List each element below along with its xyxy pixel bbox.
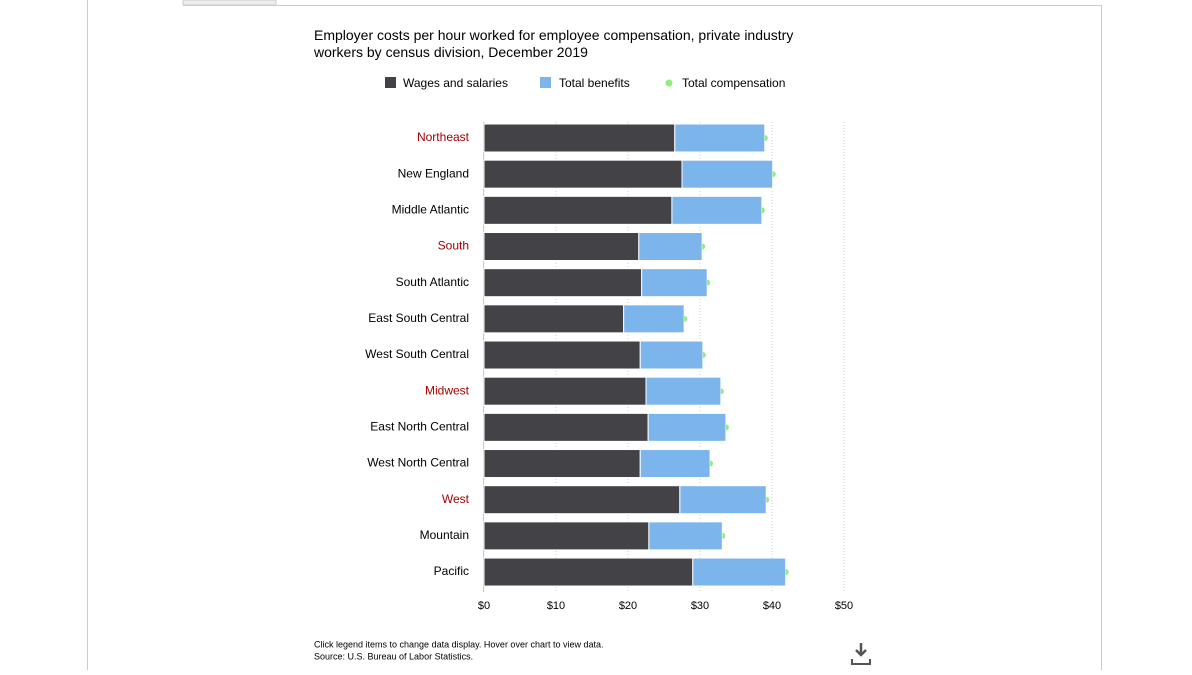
y-tick-label: East South Central xyxy=(368,311,469,325)
bar-segment[interactable] xyxy=(483,159,683,189)
total-dot[interactable] xyxy=(785,569,789,576)
x-tick-label: $40 xyxy=(763,600,781,612)
bar-segment[interactable] xyxy=(483,340,641,370)
bar-segment[interactable] xyxy=(483,485,681,515)
y-tick-label: South xyxy=(438,239,469,253)
bar-segment[interactable] xyxy=(483,449,641,479)
x-tick-label: $0 xyxy=(478,600,490,612)
total-dot[interactable] xyxy=(772,171,776,178)
y-tick-label: West South Central xyxy=(365,347,469,361)
y-tick-label: East North Central xyxy=(370,420,469,434)
bar-segment[interactable] xyxy=(483,268,643,298)
download-icon[interactable] xyxy=(851,643,871,665)
x-tick-label: $10 xyxy=(547,600,565,612)
bar-segment[interactable] xyxy=(639,340,704,370)
y-tick-label: New England xyxy=(398,166,469,180)
bar-segment[interactable] xyxy=(692,557,787,587)
bar-segment[interactable] xyxy=(645,376,722,406)
bar-segment[interactable] xyxy=(639,449,711,479)
total-dot[interactable] xyxy=(761,207,765,214)
total-dot[interactable] xyxy=(722,532,726,539)
y-tick-label: Pacific xyxy=(434,564,469,578)
bar-segment[interactable] xyxy=(679,485,767,515)
total-dot[interactable] xyxy=(725,424,729,431)
legend-marker[interactable] xyxy=(540,77,551,88)
y-tick-label: Mountain xyxy=(420,528,469,542)
total-dot[interactable] xyxy=(766,496,770,503)
x-tick-label: $30 xyxy=(691,600,709,612)
tab[interactable] xyxy=(182,0,277,6)
bar-segment[interactable] xyxy=(681,159,774,189)
y-tick-label: South Atlantic xyxy=(396,275,469,289)
y-tick-label: Midwest xyxy=(425,383,470,397)
bar-segment[interactable] xyxy=(648,521,723,551)
bar-segment[interactable] xyxy=(623,304,685,334)
bar-segment[interactable] xyxy=(483,376,647,406)
legend-label[interactable]: Total benefits xyxy=(559,76,630,90)
bar-segment[interactable] xyxy=(483,304,625,334)
total-dot[interactable] xyxy=(707,279,711,286)
legend-marker[interactable] xyxy=(385,77,396,88)
bar-segment[interactable] xyxy=(483,521,650,551)
bar-segment[interactable] xyxy=(483,557,694,587)
total-dot[interactable] xyxy=(710,460,714,467)
total-dot[interactable] xyxy=(702,352,706,359)
total-dot[interactable] xyxy=(702,243,706,250)
bar-segment[interactable] xyxy=(641,268,708,298)
legend-label[interactable]: Total compensation xyxy=(682,76,785,90)
total-dot[interactable] xyxy=(764,135,768,141)
y-tick-label: Northeast xyxy=(417,130,470,144)
note: Click legend items to change data displa… xyxy=(314,639,603,649)
total-dot[interactable] xyxy=(684,315,688,322)
total-dot[interactable] xyxy=(720,388,724,395)
bar-segment[interactable] xyxy=(483,123,676,153)
bar-segment[interactable] xyxy=(647,412,727,442)
source: Source: U.S. Bureau of Labor Statistics. xyxy=(314,651,473,661)
bar-segment[interactable] xyxy=(483,195,673,225)
x-tick-label: $50 xyxy=(835,600,853,612)
legend-label[interactable]: Wages and salaries xyxy=(403,76,508,90)
x-tick-label: $20 xyxy=(619,600,637,612)
bar-segment[interactable] xyxy=(483,232,640,262)
bar-segment[interactable] xyxy=(483,412,649,442)
y-tick-label: Middle Atlantic xyxy=(392,203,469,217)
y-tick-label: West xyxy=(442,492,470,506)
bar-segment[interactable] xyxy=(674,123,766,153)
chart-title: Employer costs per hour worked for emplo… xyxy=(313,27,793,60)
bar-segment[interactable] xyxy=(638,232,703,262)
y-tick-label: West North Central xyxy=(367,456,469,470)
bar-segment[interactable] xyxy=(671,195,763,225)
legend-marker[interactable] xyxy=(665,79,673,87)
